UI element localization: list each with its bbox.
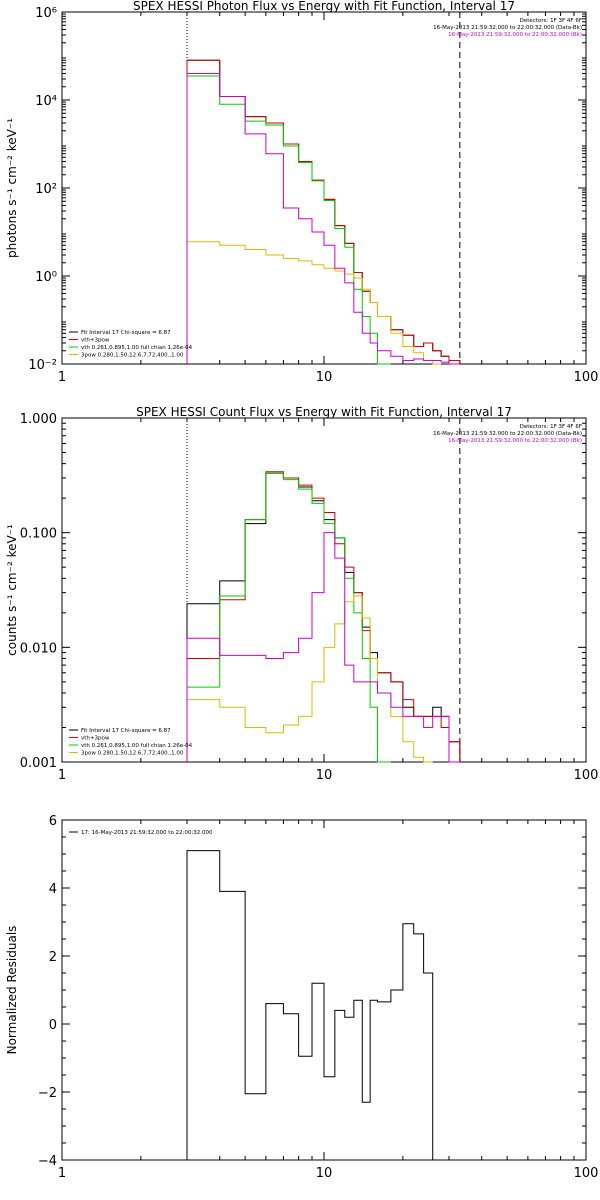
info-line: 16-May-2013 21:59:32.000 to 22:00:32.000… bbox=[433, 431, 582, 437]
data-series-0 bbox=[186, 472, 461, 762]
legend-entry: 3pow 0.280,1.50,12.6,7.72,400.,1.00 bbox=[81, 353, 184, 359]
y-tick-label: 4 bbox=[49, 882, 57, 897]
y-tick-label: −4 bbox=[38, 1154, 57, 1169]
y-tick-label: 0.010 bbox=[20, 641, 57, 656]
y-tick-label: 10⁻² bbox=[28, 358, 57, 373]
data-series-3 bbox=[186, 595, 433, 763]
y-tick-label: 10⁰ bbox=[35, 270, 57, 285]
y-axis-label: Normalized Residuals bbox=[5, 926, 19, 1055]
x-tick-label: 100 bbox=[574, 370, 599, 385]
y-tick-label: 0 bbox=[49, 1018, 57, 1033]
y-tick-label: 10² bbox=[35, 182, 57, 197]
data-series-2 bbox=[186, 75, 391, 365]
y-tick-label: 0.100 bbox=[20, 527, 57, 542]
legend-entry: 3pow 0.280,1.50,12.6,7.72,400.,1.00 bbox=[81, 751, 184, 757]
info-line: 16-May-2013 21:59:32.000 to 22:00:32.000… bbox=[433, 25, 582, 31]
y-tick-label: −2 bbox=[38, 1086, 57, 1101]
data-series-1 bbox=[186, 59, 461, 364]
data-series-0 bbox=[186, 59, 461, 364]
legend-entry: vth 0.261,0.895,1.00 full chian 1.26e-04 bbox=[81, 345, 193, 351]
legend-entry: Fit Interval 17 Chi-square = 6.87 bbox=[81, 330, 171, 336]
count-flux-panel: SPEX HESSI Count Flux vs Energy with Fit… bbox=[5, 405, 598, 783]
legend-entry: Fit Interval 17 Chi-square = 6.87 bbox=[81, 728, 171, 734]
y-tick-label: 10⁴ bbox=[35, 94, 57, 109]
x-tick-label: 10 bbox=[316, 768, 333, 783]
data-series-0 bbox=[186, 850, 434, 1160]
x-tick-label: 10 bbox=[316, 1166, 333, 1181]
legend-entry: vth+3pow bbox=[81, 338, 110, 344]
info-line: Detectors: 1F 3F 4F 6F bbox=[520, 18, 582, 24]
y-tick-label: 1.000 bbox=[20, 412, 57, 427]
x-tick-label: 100 bbox=[574, 768, 599, 783]
info-line: 16-May-2013 21:59:32.000 to 22:00:32.000… bbox=[448, 32, 582, 38]
y-axis-label: counts s⁻¹ cm⁻² keV⁻¹ bbox=[5, 524, 19, 656]
x-tick-label: 10 bbox=[316, 370, 333, 385]
y-tick-label: 6 bbox=[49, 814, 57, 829]
data-series-2 bbox=[186, 472, 391, 763]
info-line: 16-May-2013 21:59:32.000 to 22:00:32.000… bbox=[448, 438, 582, 444]
y-tick-label: 2 bbox=[49, 950, 57, 965]
data-series-3 bbox=[186, 241, 442, 365]
panel-title: SPEX HESSI Photon Flux vs Energy with Fi… bbox=[133, 0, 515, 13]
data-series-4 bbox=[186, 532, 460, 763]
data-series-1 bbox=[186, 471, 461, 762]
y-axis-label: photons s⁻¹ cm⁻² keV⁻¹ bbox=[5, 118, 19, 258]
legend-entry: vth+3pow bbox=[81, 736, 110, 742]
x-tick-label: 1 bbox=[58, 370, 66, 385]
y-tick-label: 0.001 bbox=[20, 756, 57, 771]
data-series-4 bbox=[186, 73, 460, 365]
x-tick-label: 1 bbox=[58, 1166, 66, 1181]
residuals-panel: Normalized Residuals 1 10 100 −4 −2 0 2 4 6 17: 1… bbox=[5, 814, 598, 1181]
legend-entry: vth 0.261,0.895,1.00 full chian 1.26e-04 bbox=[81, 743, 193, 749]
x-tick-label: 100 bbox=[574, 1166, 599, 1181]
y-tick-label: 10⁶ bbox=[35, 6, 57, 21]
info-line: Detectors: 1F 3F 4F 6F bbox=[520, 424, 582, 430]
panel-title: SPEX HESSI Count Flux vs Energy with Fit… bbox=[136, 405, 512, 419]
x-tick-label: 1 bbox=[58, 768, 66, 783]
photon-flux-panel: SPEX HESSI Photon Flux vs Energy with Fi… bbox=[5, 0, 598, 385]
legend-entry: 17: 16-May-2013 21:59:32.000 to 22:00:32… bbox=[81, 830, 213, 836]
